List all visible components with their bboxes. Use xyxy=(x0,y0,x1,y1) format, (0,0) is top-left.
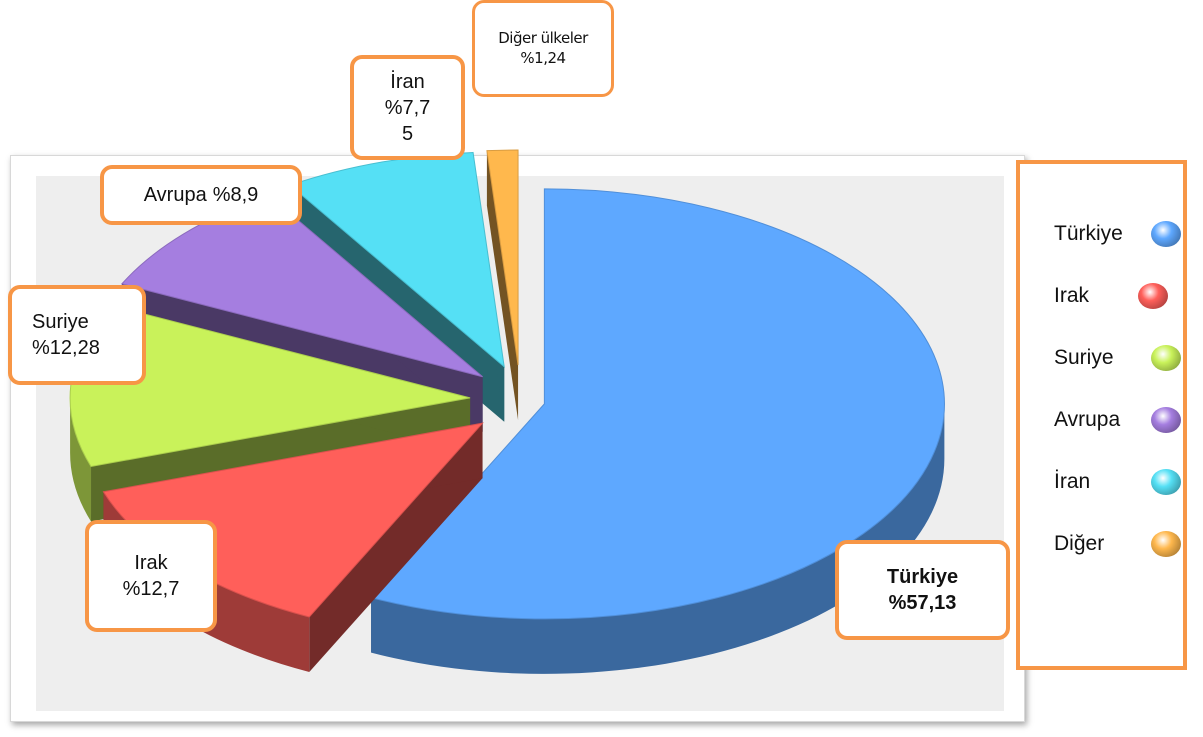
slice-side xyxy=(371,403,945,674)
label-name: Irak xyxy=(134,552,168,574)
label-value: %7,75 xyxy=(384,96,431,145)
legend-marker xyxy=(1151,345,1181,371)
data-label: Avrupa %8,9 xyxy=(100,165,302,225)
data-label: İran %7,75 xyxy=(350,55,465,160)
legend-marker xyxy=(1151,469,1181,495)
data-label: Suriye %12,28 xyxy=(8,285,146,385)
pie-slice xyxy=(370,188,945,620)
legend-label: Irak xyxy=(1054,284,1090,307)
legend-marker xyxy=(1151,407,1181,433)
legend-label: Türkiye xyxy=(1054,222,1123,245)
legend-marker xyxy=(1151,221,1181,247)
legend-label: Suriye xyxy=(1054,346,1114,369)
data-label: Diğer ülkeler %1,24 xyxy=(472,0,614,97)
legend-marker xyxy=(1138,283,1168,309)
label-name: Diğer ülkeler xyxy=(498,29,588,47)
label-value: %1,24 xyxy=(520,48,566,67)
data-label: Irak %12,7 xyxy=(85,520,217,632)
label-value: %57,13 xyxy=(888,592,957,614)
label-name: Türkiye xyxy=(886,566,959,588)
legend-label: Diğer xyxy=(1054,532,1105,555)
legend-label: İran xyxy=(1054,470,1091,493)
label-name: Avrupa xyxy=(143,184,207,206)
legend-label: Avrupa xyxy=(1054,408,1121,431)
label-value: %12,7 xyxy=(122,578,180,600)
data-label: Türkiye %57,13 xyxy=(835,540,1010,640)
pie-slice xyxy=(486,149,519,366)
slice-group xyxy=(486,149,519,421)
slice-cut-face xyxy=(486,150,519,421)
label-value: %12,28 xyxy=(32,337,100,359)
label-value: %8,9 xyxy=(212,184,259,206)
legend-marker xyxy=(1151,531,1181,557)
label-name: Suriye xyxy=(32,311,89,333)
label-name: İran xyxy=(390,70,425,93)
legend: Türkiye Irak Suriye Avrupa İran Diğer xyxy=(1016,160,1187,670)
slice-side xyxy=(70,397,92,522)
slice-group xyxy=(370,188,945,674)
